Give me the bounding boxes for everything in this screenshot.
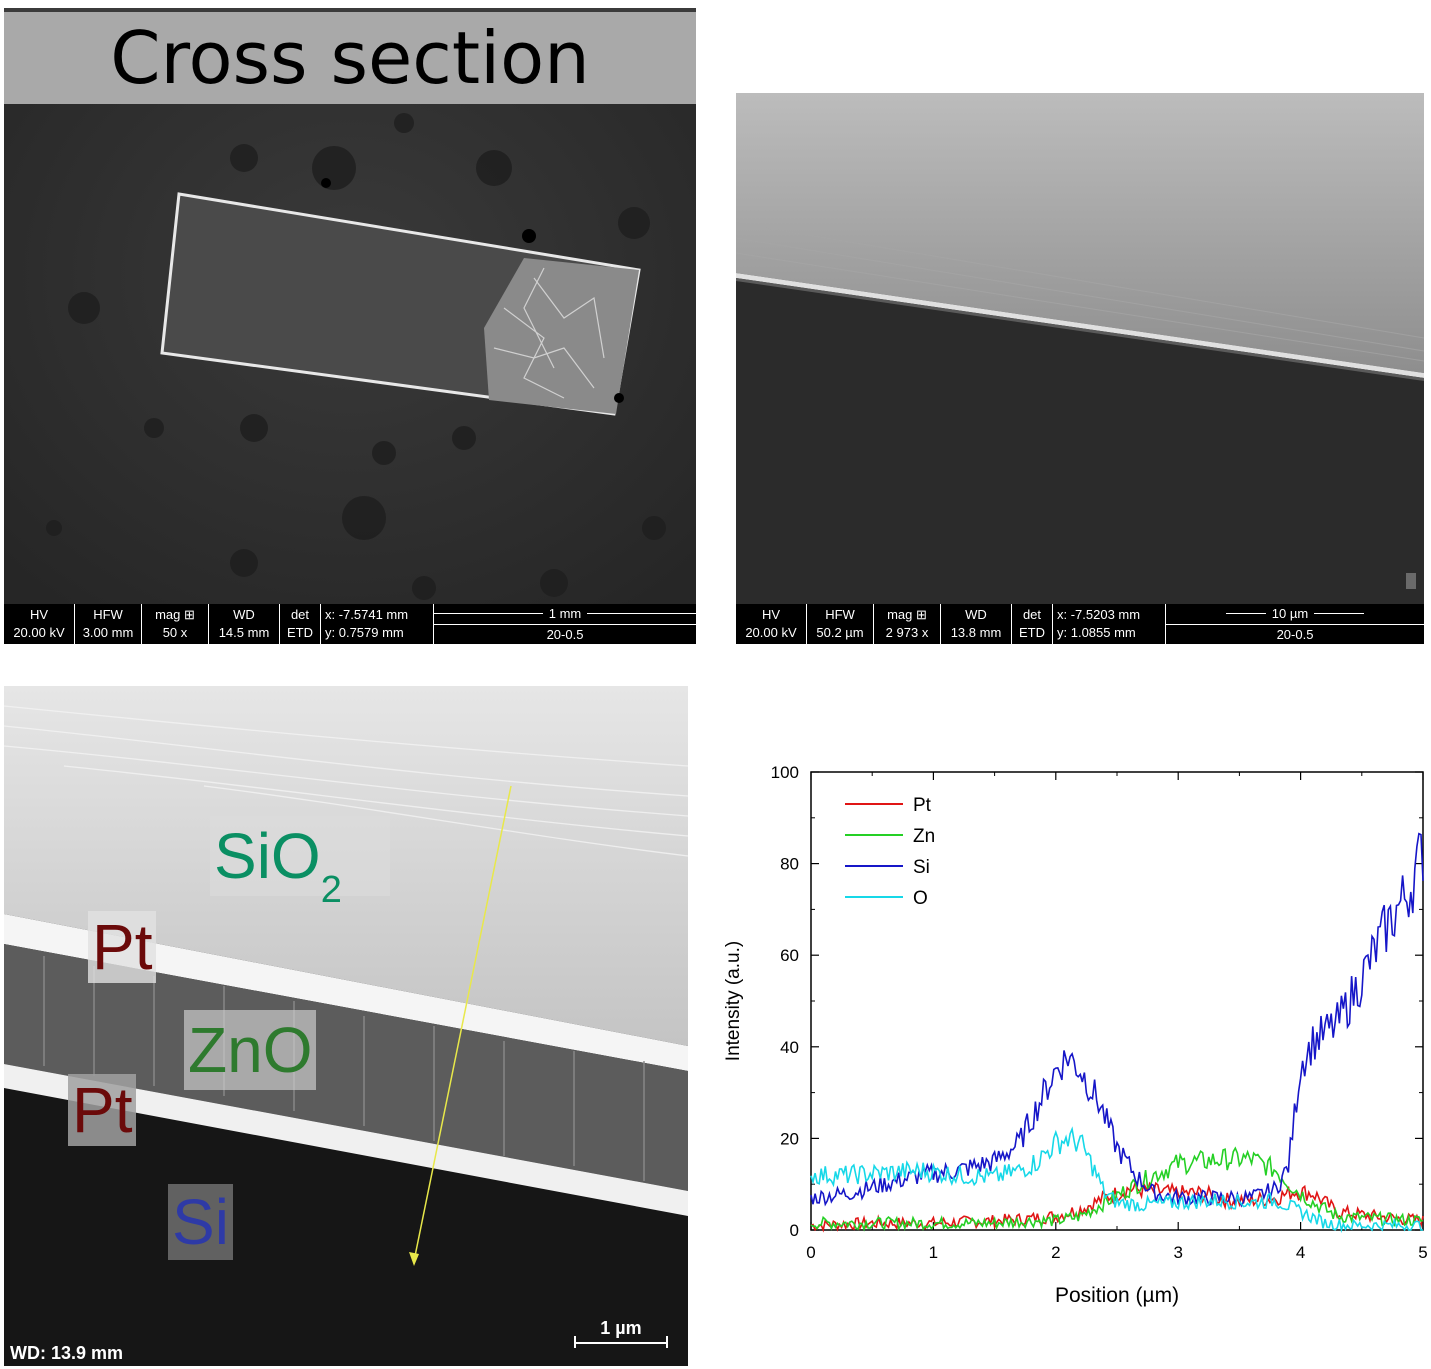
scale-bar-tilted: 10 µm 20-0.5 [1166,604,1424,644]
sem-panel-overview: Cross section HV 20.00 kV HFW 3.00 mm mag … [4,8,696,644]
y-axis-label: Intensity (a.u.) [723,941,744,1061]
layer-label-pt-top: Pt [88,911,157,983]
x-tick-label: 4 [1296,1243,1305,1262]
legend-label-o: O [913,888,928,909]
x-tick-label: 5 [1418,1243,1427,1262]
sem-panel-tilted: HV 20.00 kV HFW 50.2 µm mag ⊞ 2 973 x WD 13.… [736,93,1424,644]
sem-image-overview [4,8,696,604]
panel-title-band: Cross section [4,8,696,104]
x-tick-label: 2 [1051,1243,1060,1262]
layer-label-sio2: SiO 2 [210,816,390,911]
x-tick-label: 1 [929,1243,938,1262]
x-axis-label: Position (µm) [1055,1284,1179,1307]
layer-label-zno: ZnO [184,1010,317,1090]
working-distance-label: WD: 13.9 mm [10,1343,124,1363]
legend-label-zn: Zn [913,826,935,847]
x-tick-label: 0 [806,1243,815,1262]
y-tick-label: 100 [771,763,799,782]
plot-frame [810,771,1424,1231]
sem-image-tilted [736,93,1424,604]
sem-image-layers [4,686,688,1366]
eds-line-profile-chart: 0 1 2 3 4 5 0 20 40 60 80 100 Position (µm) Intensity… [723,763,1428,1307]
scale-bar-layers: 1 µm [574,1318,668,1348]
legend-label-si: Si [913,857,930,878]
layer-label-pt-bottom: Pt [68,1074,137,1146]
y-tick-label: 60 [780,946,799,965]
sem-panel-layers: SiO 2 Pt ZnO Pt Si WD: 13.9 mm 1 µm [4,686,688,1366]
scale-bar-overview: 1 mm 20-0.5 [434,604,696,644]
layer-label-si: Si [168,1184,233,1260]
series-line-zn [810,1146,1424,1232]
series-line-o [810,1126,1423,1234]
y-tick-label: 0 [790,1221,799,1240]
panel-title: Cross section [110,16,590,100]
x-tick-label: 3 [1173,1243,1182,1262]
legend-label-pt: Pt [913,795,932,816]
y-tick-label: 40 [780,1038,799,1057]
series-line-si [810,832,1424,1208]
y-tick-label: 80 [780,855,799,874]
sem-databar-tilted: HV 20.00 kV HFW 50.2 µm mag ⊞ 2 973 x WD 13.… [736,604,1424,644]
sem-databar-overview: HV 20.00 kV HFW 3.00 mm mag ⊞ 50 x WD 14.5 m… [4,604,696,644]
y-tick-label: 20 [780,1129,799,1148]
